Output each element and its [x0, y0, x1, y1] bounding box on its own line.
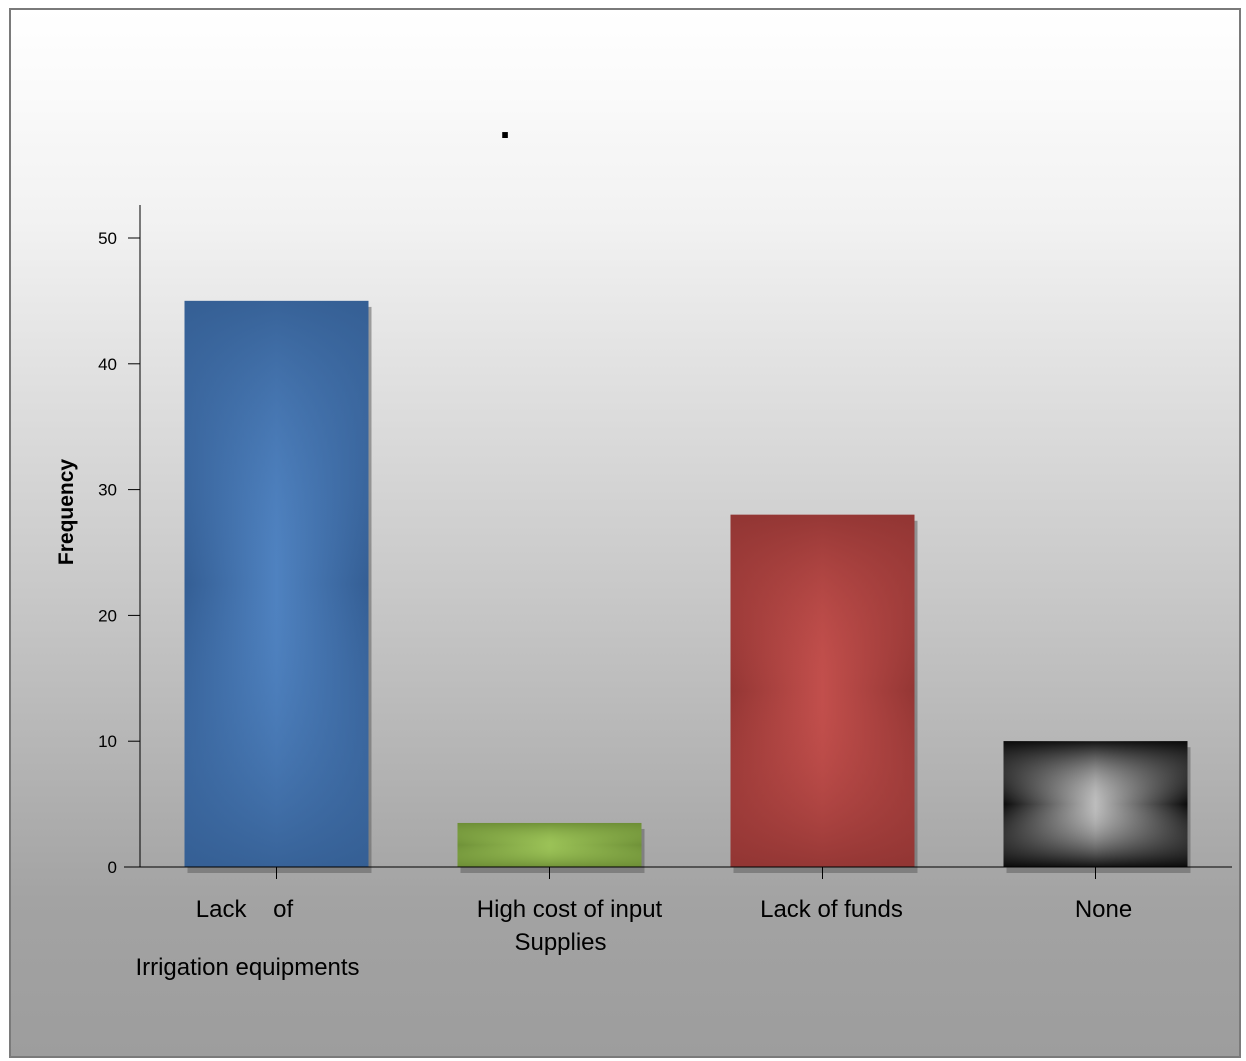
- bar-bevel-2: [730, 514, 915, 867]
- chart-title: .: [499, 103, 510, 147]
- bar-bevel-3: [1003, 741, 1188, 867]
- y-tick-label-2: 20: [98, 606, 117, 625]
- x-category-label-2-0: Lack of funds: [760, 896, 903, 923]
- bar-0: [184, 300, 372, 873]
- bar-3: [1003, 741, 1191, 873]
- x-category-label-3-0: None: [1075, 896, 1132, 923]
- y-tick-label-4: 40: [98, 355, 117, 374]
- x-category-label-0-0: Lack of: [196, 896, 294, 923]
- bars-group: [184, 300, 1191, 873]
- y-ticks-group: 0 10 20 30 40 50: [98, 229, 140, 877]
- x-category-label-1-0: High cost of input: [477, 896, 663, 923]
- y-axis-title: Frequency: [55, 459, 78, 566]
- y-tick-label-0: 0: [108, 858, 117, 877]
- y-tick-label-3: 30: [98, 481, 117, 500]
- x-category-label-0-1: Irrigation equipments: [135, 954, 359, 981]
- y-tick-label-5: 50: [98, 229, 117, 248]
- bar-2: [730, 514, 918, 873]
- x-ticks-group: Lack of Irrigation equipments High cost of…: [135, 867, 1132, 981]
- x-category-label-1-1: Supplies: [514, 929, 606, 956]
- bar-bevel-0: [184, 300, 369, 867]
- bar-bevel-1: [457, 822, 642, 867]
- bar-1: [457, 822, 645, 873]
- y-tick-label-1: 10: [98, 732, 117, 751]
